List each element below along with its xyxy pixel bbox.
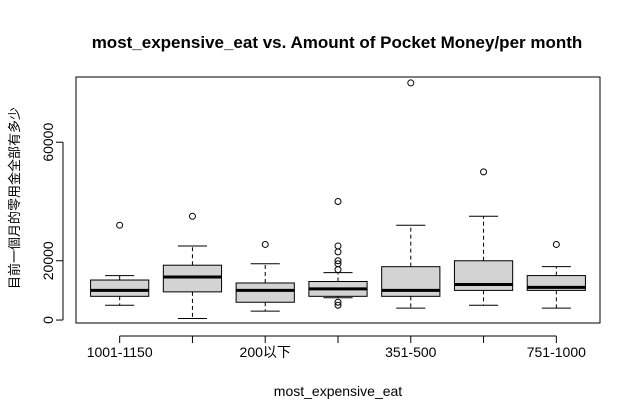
outlier-point bbox=[407, 79, 415, 87]
iqr-box bbox=[235, 282, 295, 303]
chart-title: most_expensive_eat vs. Amount of Pocket … bbox=[92, 33, 583, 52]
x-tick-label: 200以下 bbox=[240, 344, 291, 360]
box-6 bbox=[453, 168, 514, 306]
outlier-point bbox=[261, 240, 269, 248]
outlier-point bbox=[334, 257, 342, 265]
outlier-point bbox=[480, 168, 488, 176]
x-tick-label: 1001-1150 bbox=[87, 344, 153, 360]
outlier-point bbox=[334, 266, 342, 274]
box-1 bbox=[90, 221, 150, 306]
box-4 bbox=[308, 197, 368, 309]
box-7 bbox=[526, 240, 586, 309]
outlier-point bbox=[334, 301, 342, 309]
y-axis: 0 20000 60000 bbox=[40, 123, 64, 324]
x-axis: 1001-1150 200以下 351-500 751-1000 bbox=[87, 335, 586, 360]
x-tick-label: 751-1000 bbox=[527, 344, 586, 360]
iqr-box bbox=[90, 279, 150, 297]
box-3 bbox=[235, 240, 295, 312]
y-tick-label: 20000 bbox=[40, 241, 56, 280]
x-axis-label: most_expensive_eat bbox=[274, 383, 403, 399]
plot-frame bbox=[75, 76, 601, 324]
outlier-point bbox=[334, 242, 342, 250]
y-tick-label: 0 bbox=[40, 316, 56, 324]
outlier-point bbox=[552, 240, 560, 248]
outlier-point bbox=[334, 260, 342, 268]
outlier-point bbox=[334, 298, 342, 306]
outlier-point bbox=[188, 212, 196, 220]
outlier-point bbox=[116, 221, 124, 229]
x-tick-label: 351-500 bbox=[385, 344, 437, 360]
box-5 bbox=[381, 79, 441, 309]
box-2 bbox=[162, 212, 223, 320]
y-tick-label: 60000 bbox=[40, 123, 56, 162]
box-group bbox=[90, 79, 586, 320]
outlier-point bbox=[334, 248, 342, 256]
outlier-point bbox=[334, 197, 342, 205]
y-axis-label: 目前一個月的零用金全部有多少 bbox=[7, 107, 23, 289]
